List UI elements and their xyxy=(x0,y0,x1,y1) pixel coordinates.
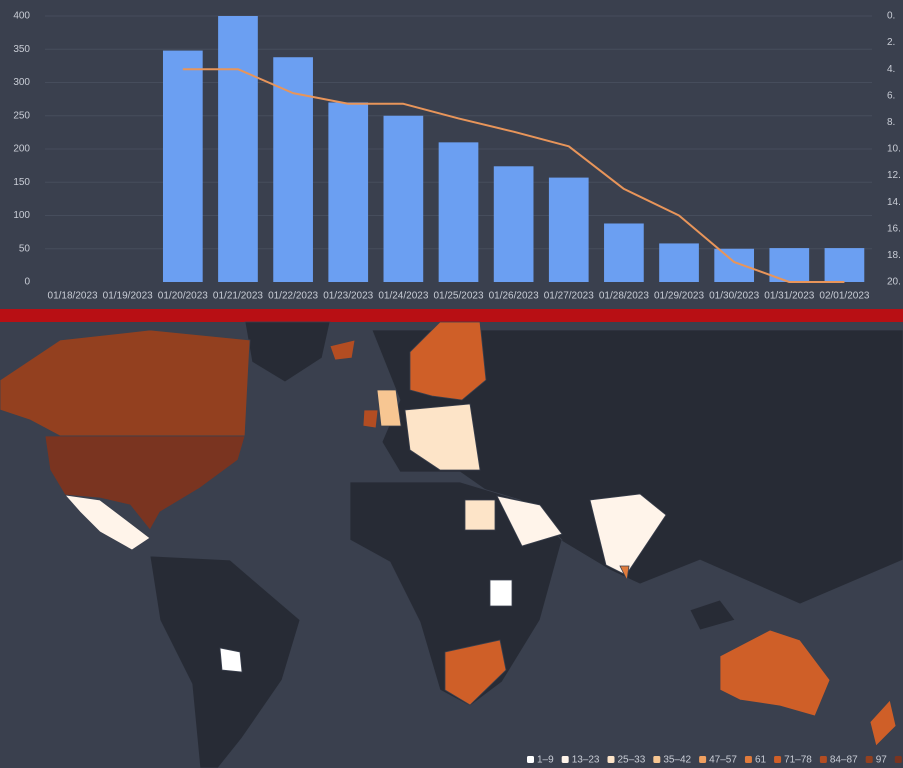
saudi-arabia xyxy=(496,495,563,547)
x-tick-label: 01/26/2023 xyxy=(489,291,539,302)
islands xyxy=(689,599,736,631)
x-tick-label: 01/28/2023 xyxy=(599,291,649,302)
ireland xyxy=(362,409,379,429)
y2-tick-label: 18. xyxy=(887,250,901,261)
world-map xyxy=(0,321,903,768)
chart: 0 50 100 150 200 250 300 350 400 0. 2. 4. 6. 8. 10. 12.… xyxy=(13,11,901,302)
bar xyxy=(824,248,865,282)
legend-label: 71–78 xyxy=(784,755,812,766)
legend-label: 47–57 xyxy=(709,755,737,766)
bar xyxy=(273,57,313,283)
eurasia xyxy=(371,329,903,605)
sri-lanka xyxy=(619,565,630,582)
y-tick-label: 100 xyxy=(13,210,30,221)
bar xyxy=(438,142,479,282)
kenya xyxy=(489,579,513,607)
bar xyxy=(548,177,589,282)
legend-swatch xyxy=(561,756,569,763)
y2-tick-label: 14. xyxy=(887,197,901,208)
x-tick-label: 01/29/2023 xyxy=(654,291,704,302)
legend-label: 84–87 xyxy=(830,755,858,766)
legend-label: 13–23 xyxy=(572,755,600,766)
x-tick-label: 01/31/2023 xyxy=(764,291,814,302)
x-tick-label: 01/27/2023 xyxy=(544,291,594,302)
legend-swatch xyxy=(865,756,873,763)
separator xyxy=(0,309,903,322)
legend-swatch xyxy=(607,756,615,763)
map-legend: 1–913–2325–3335–4247–576171–7884–8797108… xyxy=(527,755,902,766)
egypt xyxy=(464,499,496,531)
south-africa xyxy=(444,639,507,706)
y-tick-label: 0 xyxy=(24,277,30,288)
y-tick-label: 400 xyxy=(13,11,30,22)
x-tick-label: 01/25/2023 xyxy=(433,291,483,302)
line xyxy=(182,68,845,283)
x-tick-label: 01/24/2023 xyxy=(378,291,428,302)
y-tick-label: 300 xyxy=(13,77,30,88)
x-tick-label: 01/20/2023 xyxy=(158,291,208,302)
legend-label: 61 xyxy=(755,755,767,766)
x-tick-label: 02/01/2023 xyxy=(819,291,869,302)
legend-swatch xyxy=(819,756,827,763)
y2-tick-label: 2. xyxy=(887,37,895,48)
x-tick-label: 01/22/2023 xyxy=(268,291,318,302)
new-zealand xyxy=(869,699,897,747)
y-tick-label: 150 xyxy=(13,177,30,188)
y2-tick-label: 10. xyxy=(887,144,901,155)
x-tick-label: 01/19/2023 xyxy=(103,291,153,302)
iceland xyxy=(329,339,356,361)
scandinavia xyxy=(409,321,487,401)
legend-label: 35–42 xyxy=(663,755,691,766)
united-states xyxy=(44,435,246,531)
legend-label: 25–33 xyxy=(618,755,646,766)
bar xyxy=(493,166,534,282)
africa xyxy=(349,481,563,707)
legend-swatch xyxy=(527,756,534,763)
greenland xyxy=(244,321,331,383)
australia xyxy=(719,629,831,717)
x-tick-label: 01/30/2023 xyxy=(709,291,759,302)
y2-tick-label: 8. xyxy=(887,117,895,128)
bar xyxy=(604,223,644,282)
x-tick-label: 01/18/2023 xyxy=(48,291,98,302)
legend-swatch xyxy=(699,756,707,763)
y-tick-label: 250 xyxy=(13,110,30,121)
bar xyxy=(659,243,699,282)
legend-swatch xyxy=(744,756,752,763)
y-tick-label: 350 xyxy=(13,44,30,55)
legend-swatch xyxy=(894,756,902,763)
x-tick-label: 01/21/2023 xyxy=(213,291,263,302)
bar xyxy=(714,248,755,282)
x-tick-label: 01/23/2023 xyxy=(323,291,373,302)
legend-swatch xyxy=(774,756,782,763)
india xyxy=(589,493,667,576)
y2-tick-label: 16. xyxy=(887,223,901,234)
bar xyxy=(218,16,258,282)
y2-tick-label: 20. xyxy=(887,277,901,288)
legend-swatch xyxy=(653,756,661,763)
y2-tick-label: 0. xyxy=(887,11,895,22)
y2-tick-label: 12. xyxy=(887,170,901,181)
y-tick-label: 200 xyxy=(13,144,30,155)
paraguay xyxy=(219,647,243,673)
y2-tick-label: 6. xyxy=(887,90,895,101)
legend-label: 1–9 xyxy=(537,755,554,766)
mexico xyxy=(63,494,151,551)
bar xyxy=(162,50,203,282)
united-kingdom xyxy=(376,389,402,427)
bar xyxy=(383,115,424,282)
bar xyxy=(328,102,369,282)
legend-label: 97 xyxy=(876,755,888,766)
y-tick-label: 50 xyxy=(19,243,31,254)
y2-tick-label: 4. xyxy=(887,64,895,75)
europe xyxy=(404,403,481,471)
